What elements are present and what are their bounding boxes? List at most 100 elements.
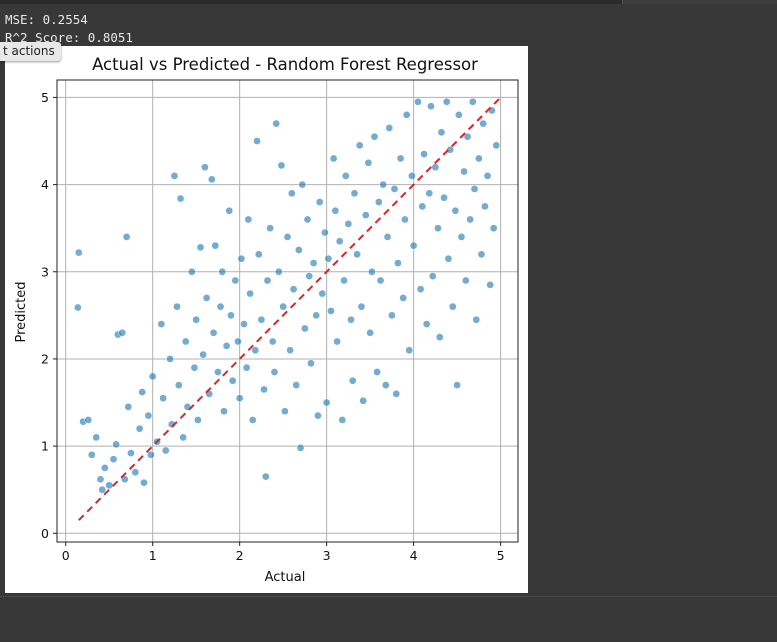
data-point [74,303,82,312]
data-point [327,307,335,315]
data-point [157,320,166,328]
data-point [357,302,366,311]
data-point [105,481,114,490]
data-point [270,368,279,376]
data-point [135,424,144,433]
data-point [228,376,237,385]
data-point [408,172,416,180]
mse-output: MSE: 0.2554 [5,12,88,27]
data-point [444,254,453,263]
data-point [220,407,228,416]
data-point [470,185,479,193]
data-point [124,403,133,411]
data-point [303,215,312,224]
data-point [359,396,368,405]
data-point [216,302,225,311]
data-point [214,368,222,376]
data-point [425,189,434,198]
data-point [309,259,318,267]
data-point [244,215,253,224]
data-point [468,97,477,106]
data-point [442,97,451,106]
toolbar-panel [622,0,777,4]
data-point [364,158,373,167]
data-point [268,337,277,346]
data-point [237,254,246,263]
data-point [144,411,153,420]
data-point [181,337,190,346]
data-point [170,172,179,180]
data-point [463,132,472,141]
data-point [455,111,463,119]
output-actions-tooltip[interactable]: t actions [0,42,61,61]
data-point [279,302,288,311]
data-point [315,198,324,206]
scatter-chart: 0 1 2 3 4 5 0 1 2 3 4 5 Actual vs Predicted - Rando… [14,55,519,585]
data-point [225,206,234,215]
data-point [296,444,305,452]
data-point [74,248,83,257]
data-point [227,311,235,320]
x-tick-label: 0 [62,548,70,563]
data-point [211,241,220,250]
data-point [201,163,209,172]
data-point [261,472,270,481]
data-point [399,294,408,302]
data-point [373,368,381,376]
data-point [307,359,315,368]
scatter-points [74,97,501,494]
data-point [84,416,93,424]
data-point [286,346,294,355]
data-point [401,215,409,224]
data-point [166,355,174,363]
data-point [437,128,446,137]
data-point [246,289,254,298]
data-point [248,416,257,424]
data-point [251,346,260,355]
data-point [434,224,442,233]
data-point [96,475,105,484]
data-point [466,215,475,224]
data-point [281,407,289,416]
data-point [370,132,379,141]
y-axis-label: Predicted [14,281,29,342]
data-point [209,328,218,337]
chart-title: Actual vs Predicted - Random Forest Regr… [92,55,478,74]
data-point [492,141,501,150]
data-point [127,449,135,457]
data-point [481,202,489,211]
x-tick-label: 5 [497,548,505,563]
data-point [388,311,396,320]
data-point [483,172,492,180]
data-point [283,233,292,241]
reference-line [78,96,502,521]
data-point [138,388,147,396]
data-point [329,154,338,163]
data-point [112,440,120,449]
data-point [187,267,196,276]
data-point [376,276,385,285]
data-point [240,320,248,328]
data-point [448,302,457,311]
data-point [331,206,340,215]
plot-frame [56,79,519,543]
data-point [147,450,155,459]
data-point [355,141,364,150]
data-point [427,102,435,111]
data-point [402,111,411,119]
data-point [176,194,185,203]
data-point [428,272,437,280]
data-point [461,276,470,285]
data-point [416,285,425,294]
data-point [479,119,488,128]
data-point [174,381,183,389]
data-point [222,342,231,350]
data-point [242,363,251,372]
data-point [192,315,201,324]
data-point [348,376,357,385]
data-point [179,433,187,442]
data-point [287,189,296,198]
data-point [260,385,268,394]
data-point [381,381,390,389]
data-point [148,372,157,381]
